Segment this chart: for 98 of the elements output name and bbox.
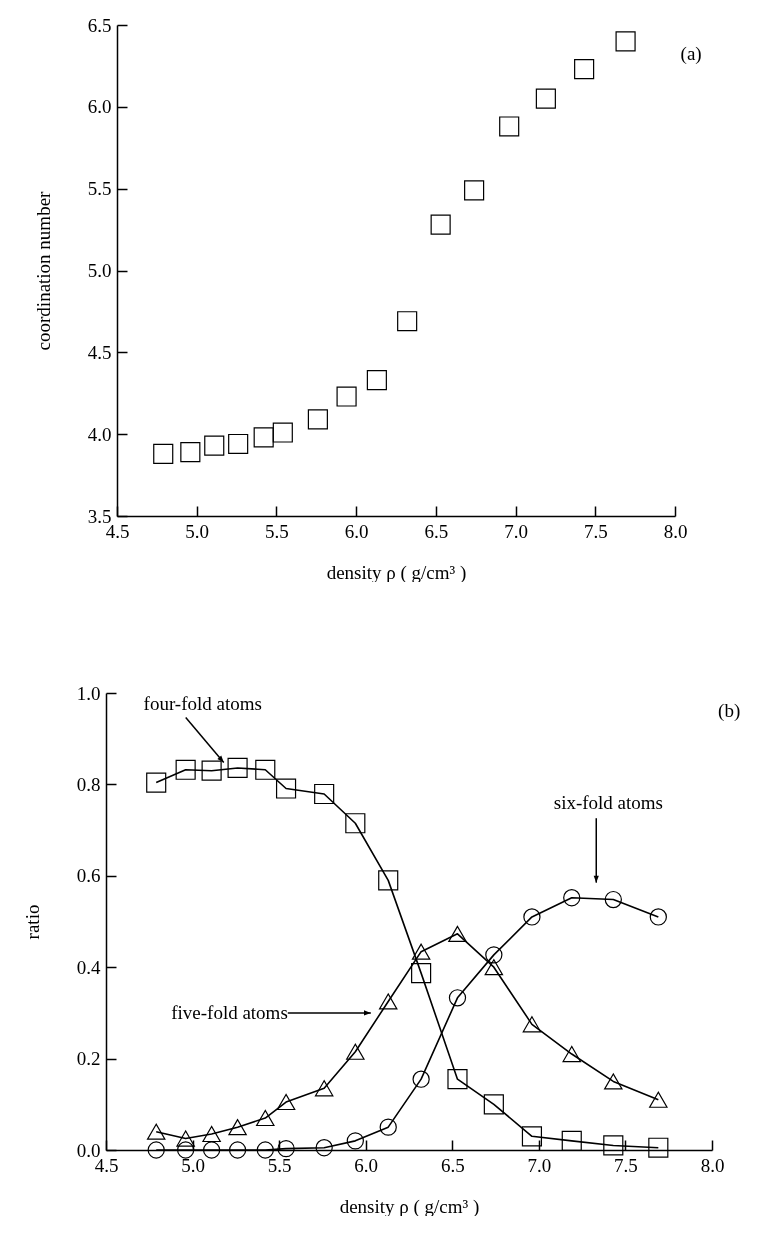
point (499, 116, 520, 137)
point (253, 427, 274, 448)
point (307, 409, 328, 430)
point (379, 1118, 397, 1136)
point (447, 1069, 468, 1090)
point (563, 889, 581, 907)
point (228, 1141, 247, 1159)
y-tick-label: 6.5 (87, 14, 112, 36)
point (201, 760, 222, 781)
point (574, 59, 595, 80)
point (275, 778, 297, 799)
point (345, 813, 366, 834)
point (523, 908, 541, 926)
y-axis-title: coordination number (32, 190, 54, 351)
point (202, 1125, 221, 1143)
point (485, 946, 503, 964)
point (277, 1139, 295, 1158)
annotation: four-fold atoms (143, 693, 262, 715)
y-tick-label: 5.5 (87, 178, 112, 200)
point (146, 1123, 166, 1140)
x-tick-label: 6.5 (440, 1154, 465, 1176)
y-tick-label: 0.2 (76, 1048, 101, 1070)
x-axis-title: density ρ ( g/cm³ ) (326, 561, 467, 584)
point (256, 1141, 274, 1159)
point (484, 959, 504, 976)
point (448, 925, 467, 942)
point (430, 214, 451, 235)
point (648, 1137, 669, 1158)
x-tick-label: 6.0 (354, 1154, 379, 1176)
point (448, 989, 467, 1007)
x-tick-label: 5.0 (185, 520, 210, 542)
point (521, 1126, 543, 1147)
x-tick-label: 5.5 (267, 1154, 292, 1176)
point (378, 870, 399, 891)
point (464, 180, 485, 201)
x-tick-label: 8.0 (700, 1154, 725, 1176)
x-tick-label: 5.0 (181, 1154, 205, 1176)
x-tick-label: 6.5 (424, 520, 449, 542)
point (412, 1070, 430, 1088)
y-tick-label: 1.0 (76, 682, 101, 704)
x-tick-label: 7.5 (614, 1154, 638, 1176)
point (483, 1094, 504, 1115)
point (604, 890, 622, 909)
point (346, 1043, 365, 1060)
point (366, 370, 387, 391)
point (378, 993, 398, 1010)
y-tick-label: 0.4 (76, 956, 101, 978)
x-tick-label: 7.0 (504, 520, 528, 542)
point (561, 1130, 582, 1151)
point (180, 442, 201, 463)
y-tick-label: 0.8 (76, 773, 101, 795)
point (562, 1045, 582, 1063)
x-axis-title: density ρ ( g/cm³ ) (339, 1195, 480, 1218)
point (204, 435, 225, 456)
point (227, 757, 248, 779)
point (604, 1073, 623, 1090)
y-tick-label: 6.0 (87, 96, 112, 118)
annotation: six-fold atoms (553, 792, 663, 814)
text: (a) (680, 43, 702, 66)
point (202, 1141, 221, 1159)
y-axis-title: ratio (21, 904, 43, 940)
point (153, 443, 174, 464)
point (176, 1130, 195, 1147)
point (176, 1141, 195, 1159)
point (411, 963, 432, 984)
point (336, 386, 357, 407)
point (615, 31, 636, 52)
annotation: five-fold atoms (171, 1001, 288, 1023)
x-tick-label: 6.0 (344, 520, 369, 542)
point (255, 759, 276, 780)
x-tick-label: 7.0 (527, 1154, 552, 1176)
y-tick-label: 4.5 (87, 341, 112, 363)
y-tick-label: 5.0 (87, 260, 112, 281)
point (346, 1132, 364, 1150)
point (276, 1093, 296, 1111)
y-tick-label: 4.0 (87, 423, 112, 445)
x-tick-label: 8.0 (663, 520, 688, 542)
point (535, 88, 556, 109)
point (649, 1091, 668, 1108)
point (411, 943, 431, 960)
x-tick-label: 7.5 (583, 520, 608, 542)
point (314, 1080, 334, 1097)
point (228, 433, 249, 455)
point (603, 1135, 624, 1156)
point (649, 908, 667, 926)
text: (b) (718, 700, 741, 723)
point (397, 311, 418, 332)
point (522, 1016, 542, 1033)
point (147, 1141, 165, 1159)
point (314, 783, 335, 805)
point (175, 759, 196, 780)
y-tick-label: 0.6 (76, 865, 101, 887)
point (256, 1109, 275, 1127)
point (228, 1119, 247, 1136)
x-tick-label: 5.5 (265, 520, 289, 542)
point (272, 422, 293, 443)
point (146, 772, 167, 793)
point (315, 1139, 333, 1157)
